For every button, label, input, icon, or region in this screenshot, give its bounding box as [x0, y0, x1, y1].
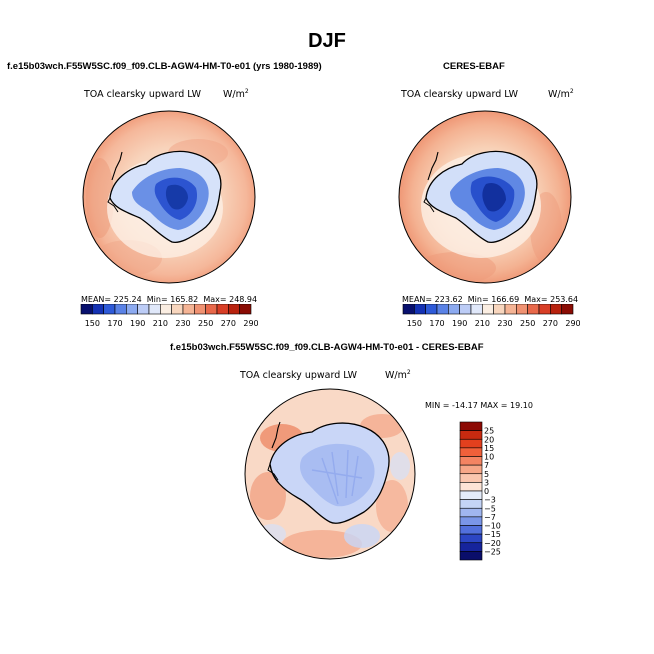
colorbar-cell: [459, 421, 483, 431]
colorbar-cell: [459, 447, 483, 457]
colorbar-tick-label: 290: [243, 319, 258, 328]
colorbar-cell: [459, 499, 483, 509]
panel1-field-title: TOA clearsky upward LW: [84, 89, 202, 100]
colorbar-cell: [493, 304, 506, 315]
panel2-colorbar: 150 170 190 210 230 250 270 290: [402, 304, 580, 328]
colorbar-cell: [148, 304, 161, 315]
panel1-stats: MEAN= 225.24 Min= 165.82 Max= 248.94: [81, 295, 258, 304]
colorbar-cell: [137, 304, 150, 315]
panel2-stats: MEAN= 223.62 Min= 166.69 Max= 253.64: [402, 295, 579, 304]
colorbar-tick-label: 7: [484, 461, 489, 470]
panel1-map: [82, 110, 256, 284]
colorbar-cell: [550, 304, 562, 315]
colorbar-tick-label: 10: [484, 453, 494, 462]
colorbar-tick-label: 270: [543, 319, 558, 328]
colorbar-cell: [171, 304, 184, 315]
colorbar-tick-label: −25: [484, 547, 501, 556]
panel2-units: W/m2: [548, 88, 574, 101]
panel2-title: CERES-EBAF: [443, 61, 505, 72]
panel1-title: f.e15b03wch.F55W5SC.f09_f09.CLB-AGW4-HM-…: [7, 61, 322, 72]
colorbar-tick-label: 170: [107, 319, 122, 328]
colorbar-cell: [459, 482, 483, 492]
panel2-map: [398, 110, 572, 284]
colorbar-tick-label: 250: [520, 319, 535, 328]
colorbar-cell: [459, 551, 483, 561]
panel3-field-title: TOA clearsky upward LW: [240, 370, 358, 381]
colorbar-cell: [414, 304, 426, 315]
colorbar-cell: [103, 304, 116, 315]
season-title: DJF: [308, 30, 346, 52]
panel3-minmax: MIN = -14.17 MAX = 19.10: [425, 401, 533, 410]
colorbar-tick-label: 170: [429, 319, 444, 328]
colorbar-tick-label: 25: [484, 427, 494, 436]
colorbar-cell: [436, 304, 449, 315]
colorbar-cell: [459, 456, 483, 466]
colorbar-cell: [459, 304, 472, 315]
colorbar-cell: [425, 304, 438, 315]
panel1-colorbar: 150 170 190 210 230 250 270 290: [80, 304, 258, 328]
colorbar-tick-label: 230: [175, 319, 190, 328]
colorbar-tick-label: 250: [198, 319, 213, 328]
colorbar-tick-label: 210: [153, 319, 168, 328]
colorbar-cell: [402, 304, 415, 315]
colorbar-tick-label: 20: [484, 435, 494, 444]
colorbar-cell: [459, 542, 483, 552]
colorbar-cell: [459, 533, 483, 544]
panel1-units: W/m2: [223, 88, 249, 101]
colorbar-cell: [459, 430, 483, 440]
colorbar-tick-label: 5: [484, 470, 489, 479]
colorbar-tick-label: −15: [484, 530, 501, 539]
colorbar-cell: [459, 438, 483, 449]
colorbar-cell: [459, 473, 483, 483]
colorbar-cell: [448, 304, 460, 315]
colorbar-cell: [228, 304, 240, 315]
colorbar-cell: [516, 304, 528, 315]
colorbar-cell: [92, 304, 104, 315]
colorbar-tick-label: 3: [484, 478, 489, 487]
colorbar-cell: [538, 304, 551, 315]
colorbar-cell: [470, 304, 483, 315]
colorbar-cell: [126, 304, 138, 315]
colorbar-tick-label: 190: [130, 319, 145, 328]
colorbar-tick-label: 210: [475, 319, 490, 328]
colorbar-tick-label: 290: [565, 319, 580, 328]
colorbar-tick-label: −20: [484, 539, 501, 548]
colorbar-cell: [459, 525, 483, 535]
colorbar-tick-label: 15: [484, 444, 494, 453]
colorbar-tick-label: −5: [484, 504, 496, 513]
colorbar-cell: [80, 304, 93, 315]
panel3-title: f.e15b03wch.F55W5SC.f09_f09.CLB-AGW4-HM-…: [170, 342, 484, 353]
colorbar-tick-label: 230: [497, 319, 512, 328]
colorbar-cell: [160, 304, 172, 315]
colorbar-cell: [561, 304, 574, 315]
panel3-map: [244, 388, 416, 560]
panel2-field-title: TOA clearsky upward LW: [401, 89, 519, 100]
colorbar-cell: [459, 464, 483, 475]
colorbar-tick-label: 270: [221, 319, 236, 328]
colorbar-cell: [205, 304, 218, 315]
colorbar-tick-label: −10: [484, 522, 501, 531]
colorbar-tick-label: 150: [85, 319, 100, 328]
colorbar-tick-label: −7: [484, 513, 496, 522]
panel3-units: W/m2: [385, 369, 411, 382]
colorbar-cell: [459, 516, 483, 526]
colorbar-tick-label: 0: [484, 487, 489, 496]
colorbar-cell: [239, 304, 252, 315]
colorbar-cell: [527, 304, 540, 315]
colorbar-cell: [114, 304, 127, 315]
colorbar-cell: [459, 490, 483, 500]
colorbar-cell: [216, 304, 229, 315]
colorbar-cell: [504, 304, 517, 315]
colorbar-tick-label: 190: [452, 319, 467, 328]
colorbar-cell: [459, 507, 483, 518]
colorbar-cell: [482, 304, 494, 315]
colorbar-cell: [194, 304, 206, 315]
colorbar-tick-label: 150: [407, 319, 422, 328]
colorbar-cell: [182, 304, 195, 315]
colorbar-tick-label: −3: [484, 496, 496, 505]
